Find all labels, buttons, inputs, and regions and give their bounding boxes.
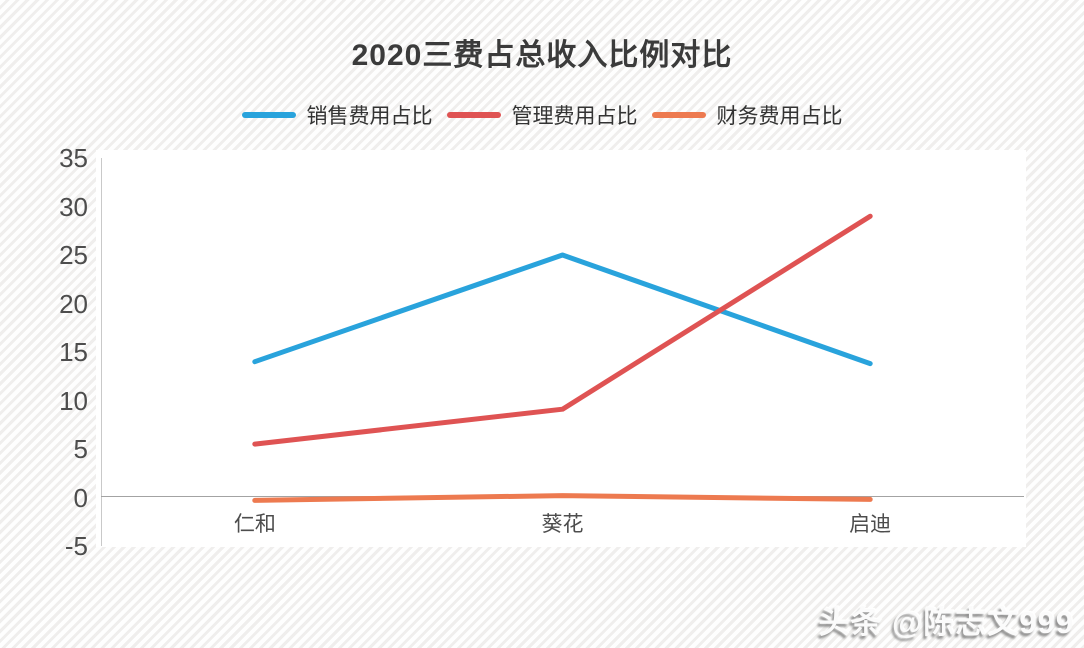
legend-swatch-icon	[651, 112, 706, 118]
y-tick-label: 10	[59, 385, 88, 416]
legend-item-0[interactable]: 销售费用占比	[241, 100, 433, 130]
x-category-label: 葵花	[541, 513, 584, 536]
y-tick-label: 20	[59, 288, 88, 319]
y-axis-line	[101, 158, 102, 546]
legend-label: 财务费用占比	[716, 105, 843, 128]
legend-swatch-icon	[446, 112, 501, 118]
chart-title: 2020三费占总收入比例对比	[351, 39, 733, 72]
legend-label: 销售费用占比	[306, 105, 433, 128]
legend-item-2[interactable]: 财务费用占比	[651, 100, 843, 130]
series-line-2	[252, 493, 873, 503]
watermark: 头条 @陈志文999	[818, 605, 1074, 640]
y-tick-label: -5	[64, 531, 88, 561]
legend-label: 管理费用占比	[511, 105, 638, 128]
x-category-label: 启迪	[849, 513, 892, 536]
line-series-plot	[252, 213, 873, 503]
y-tick-label: 15	[59, 337, 88, 367]
y-tick-label: 30	[59, 191, 88, 222]
y-tick-label: 5	[73, 434, 88, 464]
y-axis-labels: 35 30 25 20 15 10 5 0 -5	[0, 143, 88, 561]
y-tick-label: 35	[59, 143, 88, 173]
legend: 销售费用占比 管理费用占比 财务费用占比	[0, 100, 1084, 130]
legend-swatch-icon	[241, 112, 296, 118]
y-tick-label: 25	[59, 240, 88, 270]
x-category-label: 仁和	[233, 513, 276, 536]
legend-item-1[interactable]: 管理费用占比	[446, 100, 638, 130]
x-axis-labels: 仁和 葵花 启迪	[101, 508, 1024, 540]
series-line-1	[252, 213, 873, 447]
series-line-0	[252, 252, 873, 367]
y-tick-label: 0	[73, 482, 88, 513]
